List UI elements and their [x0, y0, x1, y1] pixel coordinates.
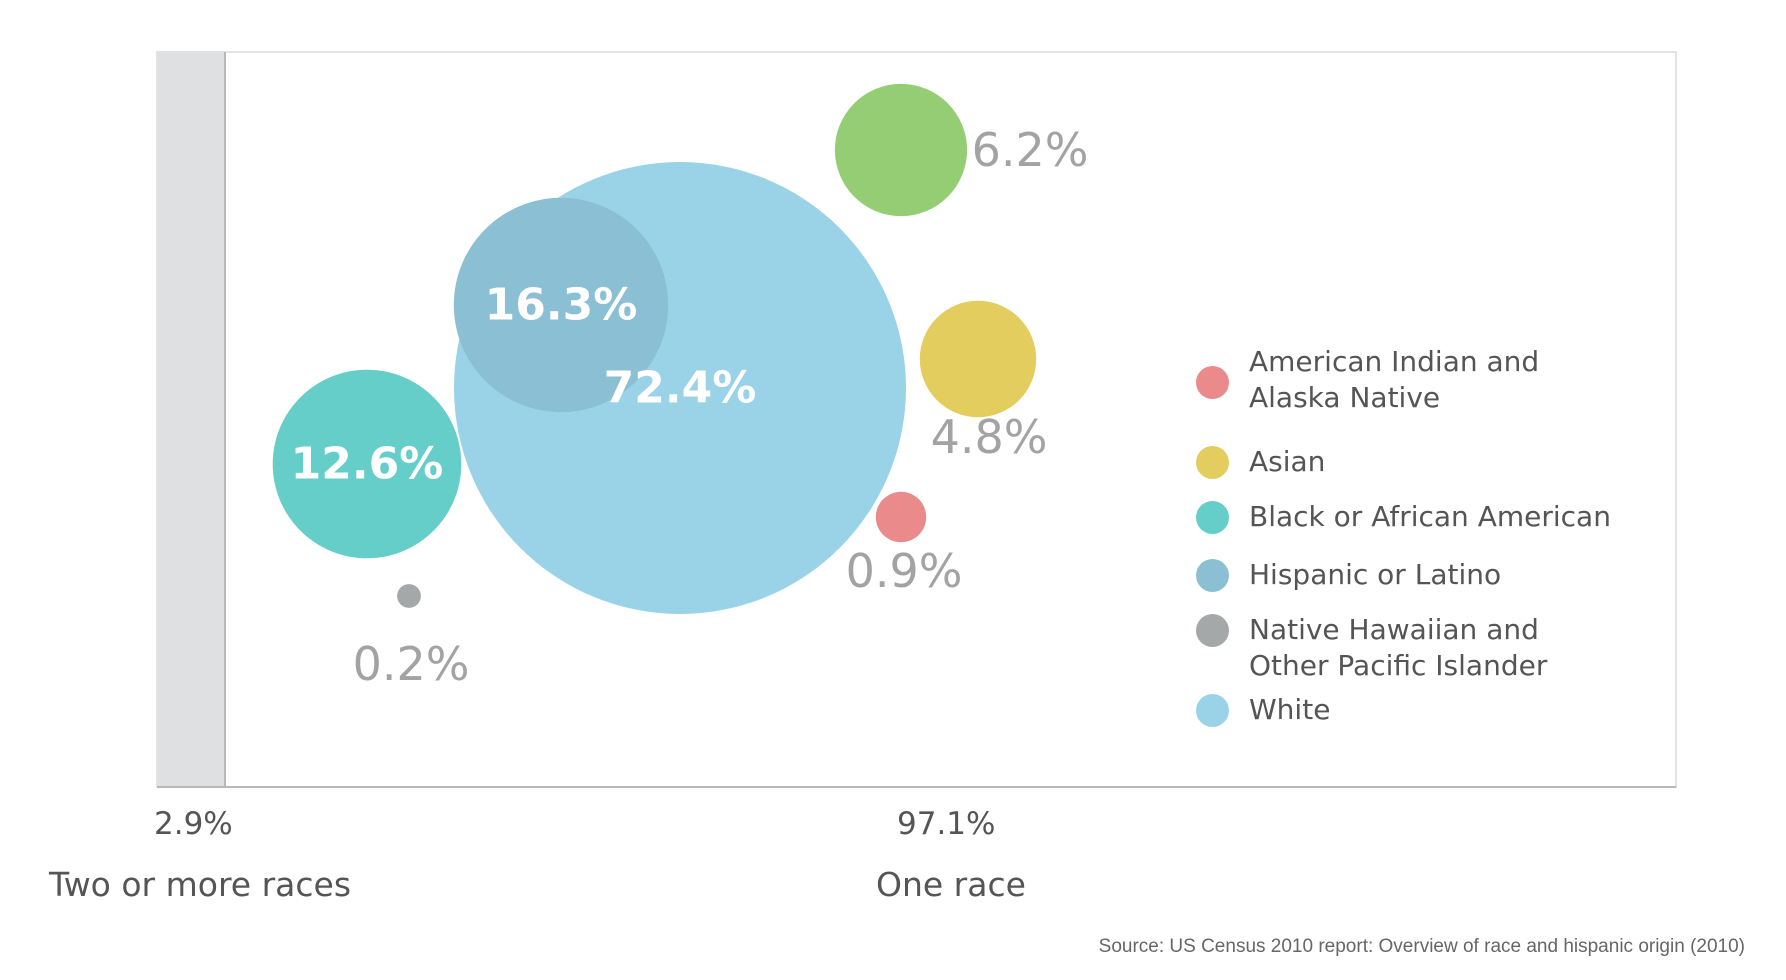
- legend-item-black: Black or African American: [1196, 500, 1611, 535]
- legend-item-asian: Asian: [1196, 445, 1326, 480]
- two-or-more-races-value: 2.9%: [154, 806, 233, 842]
- legend-swatch: [1196, 694, 1229, 727]
- legend-label: Asian: [1249, 445, 1326, 478]
- bubbles-layer: 72.4% 16.3% 12.6% 0.2% 4.8% 0.9% 6.2%: [272, 83, 1089, 691]
- legend-item-native-hawaiian: Native Hawaiian and Other Pacific Island…: [1196, 613, 1549, 684]
- one-race-label: One race: [876, 865, 1026, 904]
- two-or-more-races-label: Two or more races: [49, 865, 352, 904]
- legend-swatch: [1196, 559, 1229, 592]
- data-label: 16.3%: [485, 280, 638, 331]
- legend-item-american-indian: American Indian and Alaska Native: [1196, 345, 1549, 416]
- bubble-unlabeled: [834, 83, 968, 217]
- data-label: 6.2%: [972, 123, 1089, 177]
- bubble-american-indian-and-alaska-native: [875, 491, 927, 543]
- source-note: Source: US Census 2010 report: Overview …: [1098, 936, 1745, 957]
- legend-label: Native Hawaiian and Other Pacific Island…: [1249, 613, 1548, 682]
- bubble-black-or-african-american: [272, 369, 462, 559]
- one-race-value: 97.1%: [897, 806, 996, 842]
- data-label: 0.9%: [846, 544, 963, 598]
- data-label: 4.8%: [931, 410, 1048, 464]
- data-label: 12.6%: [291, 439, 444, 490]
- legend-label: Hispanic or Latino: [1249, 558, 1502, 591]
- bubble-native-hawaiian-and-other-pacific-islander: [397, 584, 421, 608]
- data-label: 72.4%: [604, 363, 757, 414]
- bubble-asian: [919, 300, 1037, 418]
- legend-swatch: [1196, 614, 1229, 647]
- legend-label: White: [1249, 693, 1331, 726]
- legend-item-white: White: [1196, 693, 1331, 728]
- legend-swatch: [1196, 366, 1229, 399]
- legend-label: American Indian and Alaska Native: [1249, 345, 1540, 414]
- bubble-hispanic-or-latino: [453, 197, 669, 413]
- two-or-more-races-bar: [157, 52, 225, 787]
- legend-label: Black or African American: [1249, 500, 1611, 533]
- legend-item-hispanic: Hispanic or Latino: [1196, 558, 1502, 593]
- data-label: 0.2%: [353, 637, 470, 691]
- legend-swatch: [1196, 501, 1229, 534]
- legend-swatch: [1196, 446, 1229, 479]
